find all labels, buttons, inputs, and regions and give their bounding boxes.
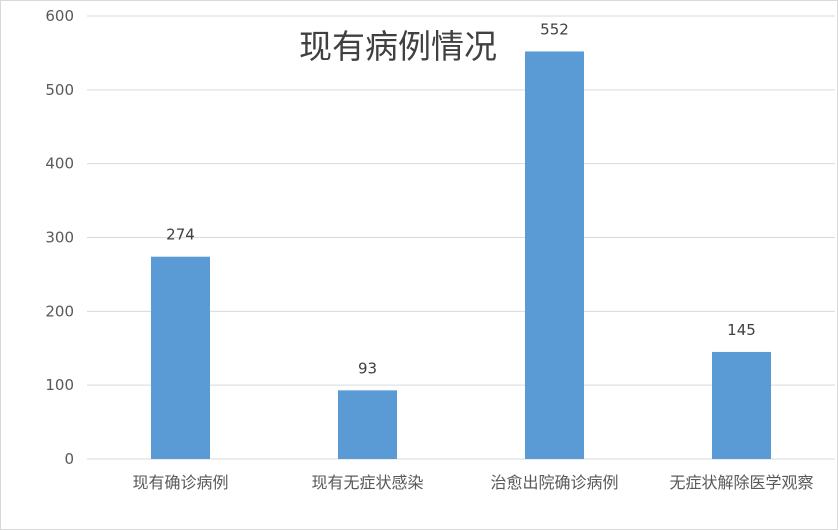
bar — [151, 256, 210, 459]
bar — [712, 351, 771, 459]
x-axis-category-labels: 现有确诊病例 现有无症状感染 治愈出院确诊病例 无症状解除医学观察 — [132, 473, 813, 492]
y-tick-label: 500 — [45, 81, 74, 99]
category-label: 现有确诊病例 — [132, 473, 228, 492]
category-label: 无症状解除医学观察 — [669, 473, 813, 492]
bar — [525, 51, 584, 459]
bars — [151, 51, 771, 459]
y-tick-label: 100 — [45, 376, 74, 394]
y-tick-label: 0 — [64, 450, 74, 468]
category-label: 现有无症状感染 — [311, 473, 423, 492]
y-tick-label: 400 — [45, 155, 74, 173]
y-axis-tick-labels: 0 100 200 300 400 500 600 — [45, 7, 74, 468]
y-tick-label: 600 — [45, 7, 74, 25]
data-label: 93 — [358, 359, 377, 377]
data-label: 145 — [727, 321, 756, 339]
data-label: 274 — [166, 226, 195, 244]
data-labels: 274 93 552 145 — [166, 20, 756, 377]
data-label: 552 — [540, 20, 569, 38]
chart-title: 现有病例情况 — [299, 27, 497, 66]
y-tick-label: 200 — [45, 302, 74, 320]
bar — [338, 390, 397, 459]
category-label: 治愈出院确诊病例 — [490, 473, 618, 492]
y-tick-label: 300 — [45, 229, 74, 247]
gridlines — [87, 15, 835, 460]
